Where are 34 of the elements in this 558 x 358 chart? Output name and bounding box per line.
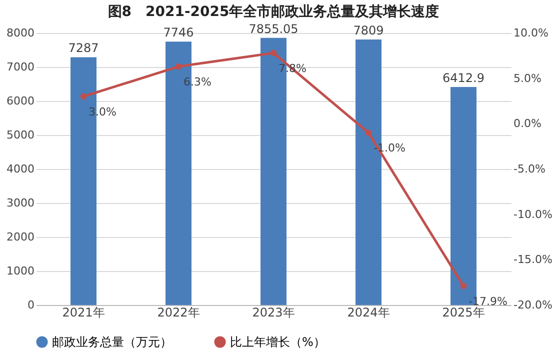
y2-tick-label: 10.0% xyxy=(514,26,548,40)
point xyxy=(80,93,87,100)
data-label: 6412.9 xyxy=(442,70,484,85)
point xyxy=(270,50,277,56)
y-tick-label: 7000 xyxy=(6,60,34,74)
y2-tick-label: -15.0% xyxy=(514,253,552,266)
y-tick-label: 1000 xyxy=(6,264,34,278)
point xyxy=(460,282,467,290)
y-tick-label: 8000 xyxy=(6,26,34,40)
y2-tick-label: 0.0% xyxy=(514,117,542,130)
data-label: 7287 xyxy=(68,41,99,56)
point xyxy=(365,130,372,136)
y2-tick-label: 5.0% xyxy=(514,72,542,85)
point xyxy=(175,63,182,70)
data-label: 7809 xyxy=(353,23,384,38)
legend-label: 邮政业务总量（万元） xyxy=(52,335,172,349)
y-tick-label: 3000 xyxy=(6,196,34,210)
chart-title: 图8 2021-2025年全市邮政业务总量及其增长速度 xyxy=(108,2,440,20)
legend-label: 比上年增长（%） xyxy=(230,335,326,349)
x-tick-label: 2023年 xyxy=(252,306,295,320)
y-tick-label: 6000 xyxy=(6,94,34,108)
y-tick-label: 2000 xyxy=(6,230,34,244)
y-tick-label: 4000 xyxy=(6,162,34,176)
y2-tick-label: -5.0% xyxy=(514,162,546,176)
y-tick-label: 0 xyxy=(28,298,34,312)
x-tick-label: 2021年 xyxy=(62,306,105,320)
data-label: 7746 xyxy=(163,26,194,40)
x-tick-label: 2025年 xyxy=(442,306,485,320)
y2-tick-label: -10.0% xyxy=(514,208,552,221)
data-label: 7855.05 xyxy=(248,22,298,36)
x-tick-label: 2022年 xyxy=(157,306,200,320)
x-tick-label: 2024年 xyxy=(347,306,390,320)
y2-tick-label: -20.0% xyxy=(514,298,552,312)
y-tick-label: 5000 xyxy=(6,128,34,142)
